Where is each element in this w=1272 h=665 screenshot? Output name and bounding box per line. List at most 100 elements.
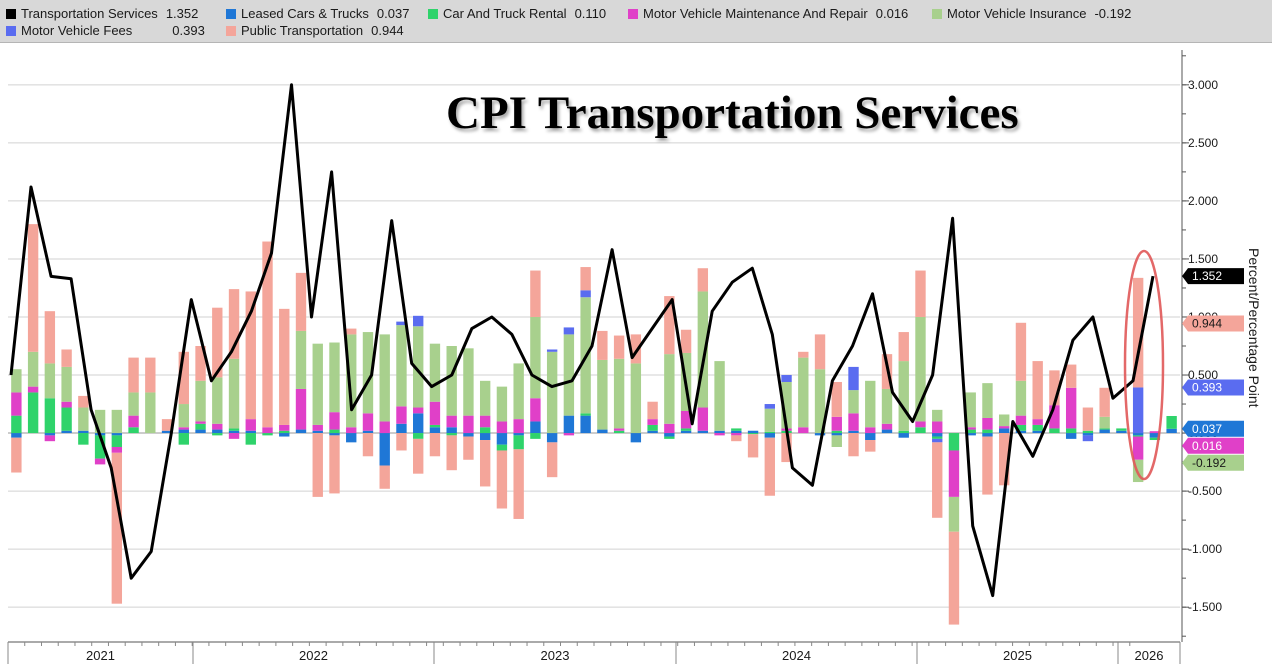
bar-segment (680, 411, 692, 429)
legend-label: Leased Cars & Trucks (241, 6, 369, 21)
bar-segment (94, 458, 106, 465)
bar-segment (546, 349, 558, 352)
bar-segment (630, 433, 642, 443)
bar-segment (346, 328, 357, 335)
bar-segment (999, 414, 1010, 427)
y-tick-label: 0.500 (1188, 368, 1218, 382)
bar-segment (1015, 322, 1027, 381)
bar-segment (61, 401, 72, 408)
bar-segment (346, 334, 357, 428)
end-label-badge (1182, 454, 1244, 471)
y-tick-label: -0.500 (1188, 484, 1222, 498)
bar-segment (295, 388, 307, 430)
x-year-label: 2021 (86, 648, 115, 663)
bar-segment (111, 452, 123, 604)
bar-segment (312, 430, 323, 434)
bar-segment (982, 383, 993, 418)
bar-segment (781, 375, 792, 382)
bar-segment (814, 334, 826, 370)
bar-segment (580, 290, 591, 298)
end-label-value: 0.037 (1192, 422, 1222, 436)
bar-segment (295, 330, 307, 389)
bar-segment (279, 433, 290, 437)
bar-segment (479, 427, 491, 434)
highlight-ellipse (1123, 249, 1165, 481)
bar-segment (982, 433, 993, 437)
bar-segment (714, 433, 725, 436)
legend-swatch (6, 8, 16, 19)
bar-segment (613, 430, 625, 434)
bar-segment (764, 433, 775, 438)
bar-segment (195, 429, 206, 434)
bar-segment (1082, 433, 1094, 436)
bar-segment (479, 440, 491, 487)
bar-segment (831, 433, 842, 436)
bar-segment (312, 433, 323, 497)
bar-segment (329, 435, 340, 494)
bar-segment (1132, 433, 1144, 436)
bar-segment (11, 392, 22, 416)
bar-segment (1149, 431, 1161, 434)
bar-segment (932, 409, 943, 422)
bar-segment (530, 316, 541, 399)
bar-segment (1049, 428, 1060, 434)
bar-segment (1099, 428, 1110, 430)
bar-segment (647, 430, 658, 434)
bar-segment (11, 433, 22, 438)
bar-segment (178, 351, 189, 405)
bar-segment (463, 348, 474, 416)
end-value-labels: 1.352 0.944 0.393 0.037 0.016 -0.192 (1182, 268, 1244, 471)
bar-segment (128, 415, 139, 428)
end-label-value: 0.944 (1192, 316, 1222, 330)
bar-segment (396, 423, 407, 434)
bar-segment (1015, 380, 1027, 416)
bar-segment (747, 430, 759, 434)
bar-segment (664, 354, 675, 424)
bar-segment (396, 325, 407, 407)
bar-segment (11, 415, 22, 434)
bar-segment (731, 430, 742, 434)
bar-segment (111, 435, 123, 447)
bar-segment (446, 346, 457, 416)
bar-segment (647, 401, 658, 420)
bar-segment (496, 386, 508, 422)
bar-segment (647, 424, 658, 431)
line-series (9, 83, 1155, 598)
legend-swatch (226, 8, 236, 19)
bar-segment (1116, 430, 1127, 434)
bar-segment (798, 351, 809, 358)
bar-segment (78, 395, 89, 408)
x-year-label: 2024 (782, 648, 811, 663)
bar-segment (697, 291, 709, 408)
legend-value: 0.944 (371, 23, 404, 38)
bar-segment (195, 421, 206, 424)
bar-segment (881, 388, 893, 424)
bar-segment (212, 377, 223, 424)
bar-segment (463, 415, 474, 434)
bar-segment (496, 444, 508, 451)
legend-item-vehicle-fees: Motor Vehicle Fees 0.393 (6, 23, 205, 38)
legend-swatch (932, 8, 942, 19)
bar-segment (1065, 428, 1077, 434)
bar-segment (178, 429, 189, 434)
bar-segment (228, 358, 240, 429)
end-label-badge (1182, 268, 1244, 285)
legend-swatch (628, 8, 638, 19)
bar-segment (881, 429, 893, 434)
bar-segment (1032, 361, 1043, 420)
y-tick-label: -1.500 (1188, 600, 1222, 614)
bar-segment (932, 438, 943, 443)
end-label-badge (1182, 437, 1244, 454)
bar-segment (111, 409, 123, 434)
bar-segment (747, 434, 759, 458)
bar-segment (61, 430, 72, 434)
bar-segment (781, 433, 792, 463)
bar-segment (212, 307, 223, 378)
bar-segment (27, 386, 39, 393)
bar-segment (212, 433, 223, 436)
bar-segment (1049, 405, 1060, 429)
bar-segment (597, 359, 608, 430)
x-year-label: 2023 (541, 648, 570, 663)
bar-segment (362, 433, 374, 457)
bar-segment (379, 465, 390, 489)
